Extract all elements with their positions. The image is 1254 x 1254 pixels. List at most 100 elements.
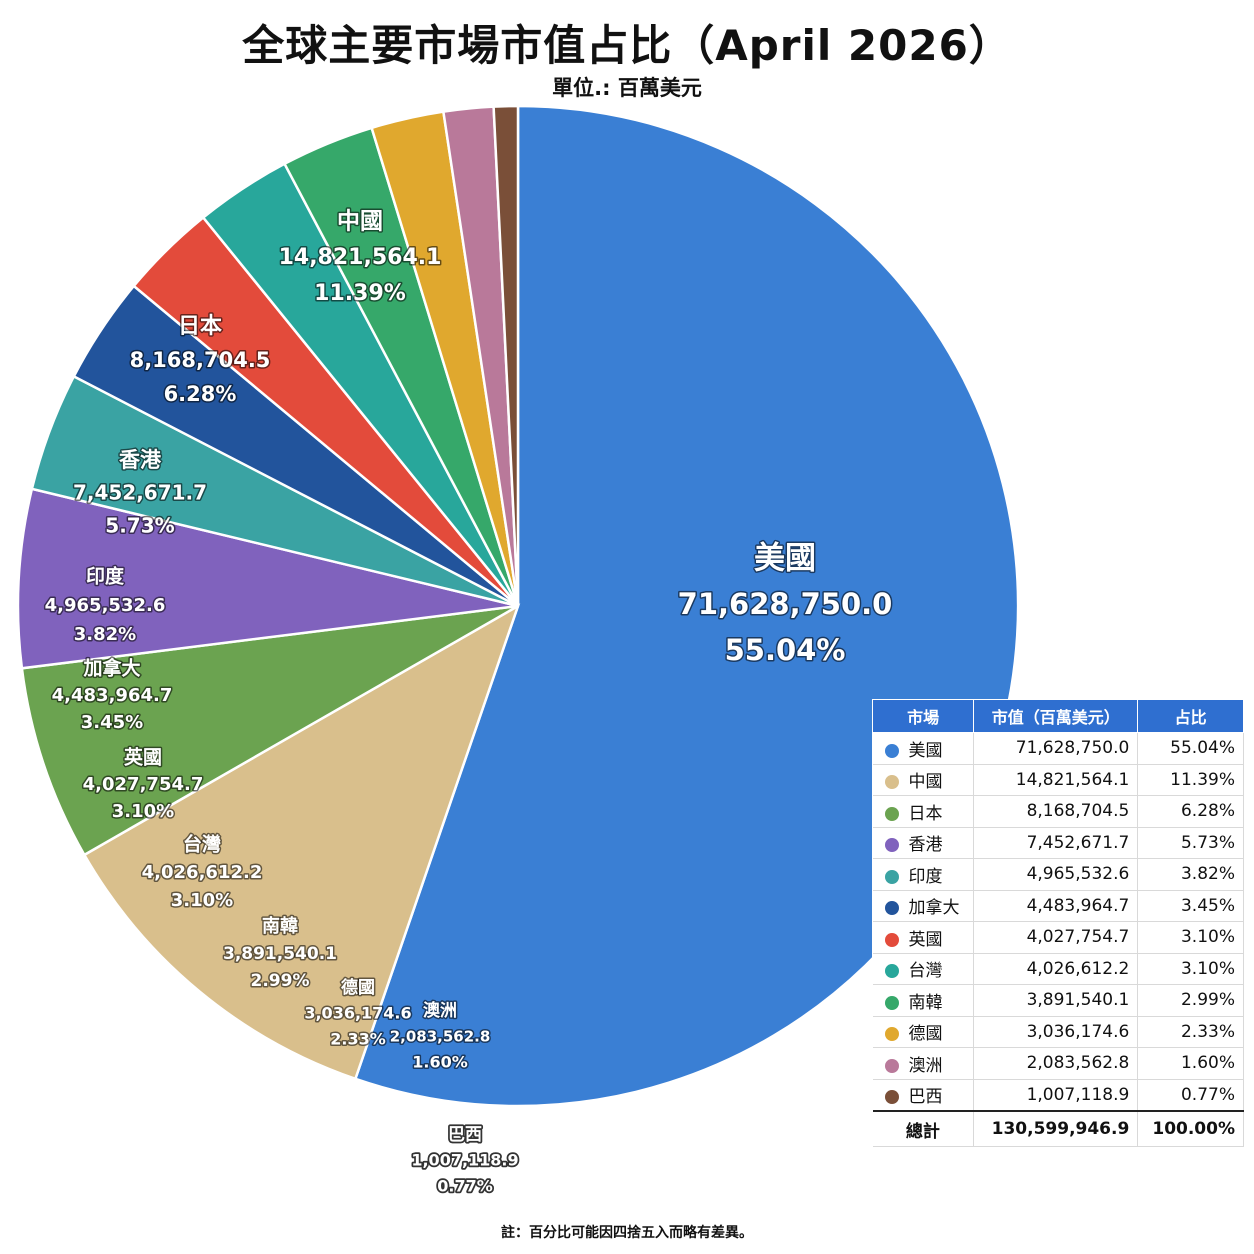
legend-color-dot-icon [884,932,899,947]
slice-label-name: 香港 [119,448,162,472]
legend-color-dot-icon [884,901,899,916]
legend-market-share: 1.60% [1137,1047,1244,1080]
legend-market-value: 8,168,704.5 [973,795,1139,828]
slice-label-name: 澳洲 [423,1000,457,1021]
slice-label-value: 8,168,704.5 [130,348,271,372]
legend-market-share: 5.73% [1137,827,1244,859]
slice-label-value: 2,083,562.8 [390,1028,491,1046]
legend-market-value: 4,027,754.7 [973,921,1139,954]
legend-body: 美國 71,628,750.0 55.04% 中國 14,821,564.1 11.39%… [872,732,1244,1112]
slice-label-pct: 3.10% [171,890,233,911]
legend-market-share: 11.39% [1137,764,1244,796]
legend-market-share: 0.77% [1137,1079,1244,1112]
slice-label-9: 南韓 3,891,540.1 2.99% [221,914,338,993]
slice-label-pct: 2.99% [251,971,310,991]
legend-market-cell: 南韓 [872,984,975,1017]
legend-color-dot-icon [884,869,899,884]
slice-label-name: 南韓 [262,915,298,937]
legend-market-share: 3.10% [1137,921,1244,954]
header-share: 占比 [1137,699,1244,733]
slice-label-pct: 3.45% [81,712,143,733]
slice-label-value: 4,026,612.2 [142,862,263,883]
legend-market-name: 巴西 [908,1087,943,1108]
legend-market-value: 3,891,540.1 [973,984,1139,1017]
legend-row: 德國 3,036,174.6 2.33% [872,1016,1244,1048]
slice-label-name: 日本 [178,314,222,339]
slice-label-value: 4,483,964.7 [52,685,173,706]
legend-row: 加拿大 4,483,964.7 3.45% [872,890,1244,922]
legend-row: 印度 4,965,532.6 3.82% [872,858,1244,891]
pie-slice-3 [20,604,519,857]
legend-market-share: 3.10% [1137,953,1244,985]
legend-market-value: 4,026,612.2 [973,953,1139,985]
slice-label-value: 71,628,750.0 [678,587,893,621]
legend-row: 巴西 1,007,118.9 0.77% [872,1079,1244,1112]
legend-color-dot-icon [884,1058,899,1073]
legend-color-dot-icon [884,775,899,790]
legend-market-name: 英國 [908,929,943,950]
legend-market-cell: 台灣 [872,953,975,985]
slice-label-pct: 1.60% [412,1053,468,1072]
legend-market-name: 印度 [908,866,943,887]
slice-label-value: 1,007,118.9 [411,1151,518,1170]
slice-label-name: 英國 [124,746,162,769]
slice-label-value: 3,891,540.1 [223,944,337,964]
footnote: 註：百分比可能因四捨五入而略有差異。 [501,1225,753,1241]
pie-slice-4 [16,487,519,670]
pie-slice-12 [492,104,520,607]
legend-market-name: 澳洲 [908,1055,943,1076]
slice-label-value: 3,036,174.6 [304,1004,411,1023]
slice-label-name: 印度 [86,565,125,588]
legend-market-name: 德國 [908,1024,943,1045]
legend-market-cell: 澳洲 [872,1047,975,1080]
slice-label-name: 台灣 [183,833,221,856]
legend-market-value: 3,036,174.6 [973,1016,1139,1048]
legend-market-value: 7,452,671.7 [973,827,1139,859]
legend-color-dot-icon [884,995,899,1010]
slice-label-7: 英國 4,027,754.7 3.10% [81,744,205,824]
slice-label-value: 14,821,564.1 [279,245,442,270]
slice-label-6: 加拿大 4,483,964.7 3.45% [50,655,174,735]
legend-color-dot-icon [884,1090,899,1105]
pie-slice-2 [82,603,521,1081]
legend-market-name: 台灣 [908,961,943,982]
legend-table: 市場 市值（百萬美元） 占比 美國 71,628,750.0 55.04% 中國 14,… [871,699,1244,1147]
slice-label-pct: 5.73% [105,514,174,538]
legend-row: 美國 71,628,750.0 55.04% [872,732,1244,765]
legend-market-cell: 德國 [872,1016,975,1048]
slice-label-pct: 6.28% [164,382,237,406]
slice-label-8: 台灣 4,026,612.2 3.10% [140,831,264,913]
legend-market-name: 日本 [908,803,943,824]
legend-row: 澳洲 2,083,562.8 1.60% [872,1047,1244,1080]
legend-market-cell: 日本 [872,795,975,828]
legend-market-cell: 加拿大 [872,890,975,922]
legend-market-value: 4,483,964.7 [973,890,1139,922]
legend-market-cell: 英國 [872,921,975,954]
legend-row: 中國 14,821,564.1 11.39% [872,764,1244,796]
legend-market-value: 2,083,562.8 [973,1047,1139,1080]
legend-market-value: 4,965,532.6 [973,858,1139,891]
slice-label-2: 中國 14,821,564.1 11.39% [277,207,443,308]
chart-subtitle: 單位.: 百萬美元 [552,76,702,100]
slice-label-pct: 3.82% [74,624,136,645]
slice-label-4: 香港 7,452,671.7 5.73% [71,447,208,540]
slice-label-3: 日本 8,168,704.5 6.28% [128,313,272,408]
legend-color-dot-icon [884,838,899,853]
header-market: 市場 [871,699,975,733]
legend-market-name: 香港 [908,835,943,856]
slice-label-pct: 55.04% [725,633,846,667]
slice-label-value: 4,027,754.7 [83,774,204,795]
legend-color-dot-icon [884,964,899,979]
legend-row: 香港 7,452,671.7 5.73% [872,827,1244,859]
legend-color-dot-icon [884,1027,899,1042]
slice-label-11: 澳洲 2,083,562.8 1.60% [388,999,492,1074]
legend-market-share: 2.99% [1137,984,1244,1017]
legend-market-name: 中國 [908,772,943,793]
slice-label-name: 德國 [341,977,375,998]
legend-market-value: 71,628,750.0 [973,732,1139,765]
slice-label-12: 巴西 1,007,118.9 0.77% [410,1123,521,1197]
legend-color-dot-icon [884,743,899,758]
legend-row: 台灣 4,026,612.2 3.10% [872,953,1244,985]
slice-label-name: 巴西 [448,1125,482,1145]
